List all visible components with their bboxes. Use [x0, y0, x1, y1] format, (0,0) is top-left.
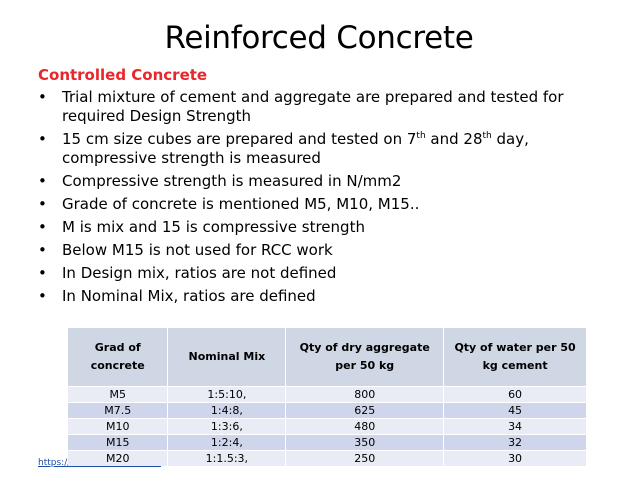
table-row: M10 1:3:6, 480 34: [68, 417, 587, 434]
bullet-text: Grade of concrete is mentioned M5, M10, …: [62, 195, 420, 213]
bullet-item: • Below M15 is not used for RCC work: [38, 241, 598, 260]
bullet-dot: •: [38, 287, 47, 305]
bullet-text: Trial mixture of cement and aggregate ar…: [62, 88, 564, 125]
bullet-dot: •: [38, 241, 47, 259]
bullet-dot: •: [38, 264, 47, 282]
bullet-text: Below M15 is not used for RCC work: [62, 241, 333, 259]
cell-grade: M10: [68, 417, 169, 434]
bullet-superscript: th: [416, 131, 426, 141]
cell-water: 30: [443, 449, 587, 466]
bullet-item: • Compressive strength is measured in N/m…: [38, 172, 598, 191]
bullet-dot: •: [38, 218, 47, 236]
header-water: Qty of water per 50 kg cement: [443, 328, 587, 386]
cell-water: 32: [443, 433, 587, 450]
bullet-text: In Nominal Mix, ratios are defined: [62, 287, 316, 305]
bullet-item: • In Nominal Mix, ratios are defined: [38, 287, 598, 306]
cell-water: 45: [443, 401, 587, 418]
cell-grade: M20: [68, 449, 169, 466]
cell-aggregate: 350: [285, 433, 445, 450]
table-row: M15 1:2:4, 350 32: [68, 433, 587, 450]
bullet-item: • M is mix and 15 is compressive strength: [38, 218, 598, 237]
concrete-grade-table: Grad of concrete Nominal Mix Qty of dry …: [68, 328, 587, 466]
bullet-text: day, compressive strength is measured: [62, 130, 529, 167]
header-dry-aggregate: Qty of dry aggregate per 50 kg: [285, 328, 445, 386]
bullet-item: • 15 cm size cubes are prepared and teste…: [38, 130, 598, 168]
cell-aggregate: 800: [285, 385, 445, 402]
bullet-text: In Design mix, ratios are not defined: [62, 264, 337, 282]
cell-mix: 1:4:8,: [167, 401, 287, 418]
table-row: M5 1:5:10, 800 60: [68, 385, 587, 402]
bullet-superscript: th: [482, 131, 492, 141]
header-nominal-mix: Nominal Mix: [167, 328, 287, 386]
cell-water: 60: [443, 385, 587, 402]
bullet-text: M is mix and 15 is compressive strength: [62, 218, 365, 236]
bullet-item: • In Design mix, ratios are not defined: [38, 264, 598, 283]
cell-aggregate: 250: [285, 449, 445, 466]
bullet-dot: •: [38, 172, 47, 190]
bullet-list: • Trial mixture of cement and aggregate a…: [38, 88, 598, 310]
cell-aggregate: 480: [285, 417, 445, 434]
bullet-text: Compressive strength is measured in N/mm…: [62, 172, 402, 190]
cell-mix: 1:2:4,: [167, 433, 287, 450]
cell-grade: M15: [68, 433, 169, 450]
bullet-dot: •: [38, 195, 47, 213]
bullet-item: • Trial mixture of cement and aggregate a…: [38, 88, 598, 126]
table-row: M7.5 1:4:8, 625 45: [68, 401, 587, 418]
cell-grade: M5: [68, 385, 169, 402]
header-grade: Grad of concrete: [68, 328, 169, 386]
cell-water: 34: [443, 417, 587, 434]
bullet-text: 15 cm size cubes are prepared and tested…: [62, 130, 417, 148]
cell-grade: M7.5: [68, 401, 169, 418]
bullet-text: and 28: [425, 130, 483, 148]
bullet-dot: •: [38, 88, 47, 106]
table-row: M20 1:1.5:3, 250 30: [68, 449, 587, 466]
bullet-item: • Grade of concrete is mentioned M5, M10,…: [38, 195, 598, 214]
cell-mix: 1:1.5:3,: [167, 449, 287, 466]
cell-mix: 1:3:6,: [167, 417, 287, 434]
bullet-dot: •: [38, 130, 47, 148]
slide-title: Reinforced Concrete: [164, 20, 474, 56]
cell-aggregate: 625: [285, 401, 445, 418]
table-header-row: Grad of concrete Nominal Mix Qty of dry …: [68, 328, 587, 386]
cell-mix: 1:5:10,: [167, 385, 287, 402]
section-subtitle: Controlled Concrete: [38, 66, 208, 84]
